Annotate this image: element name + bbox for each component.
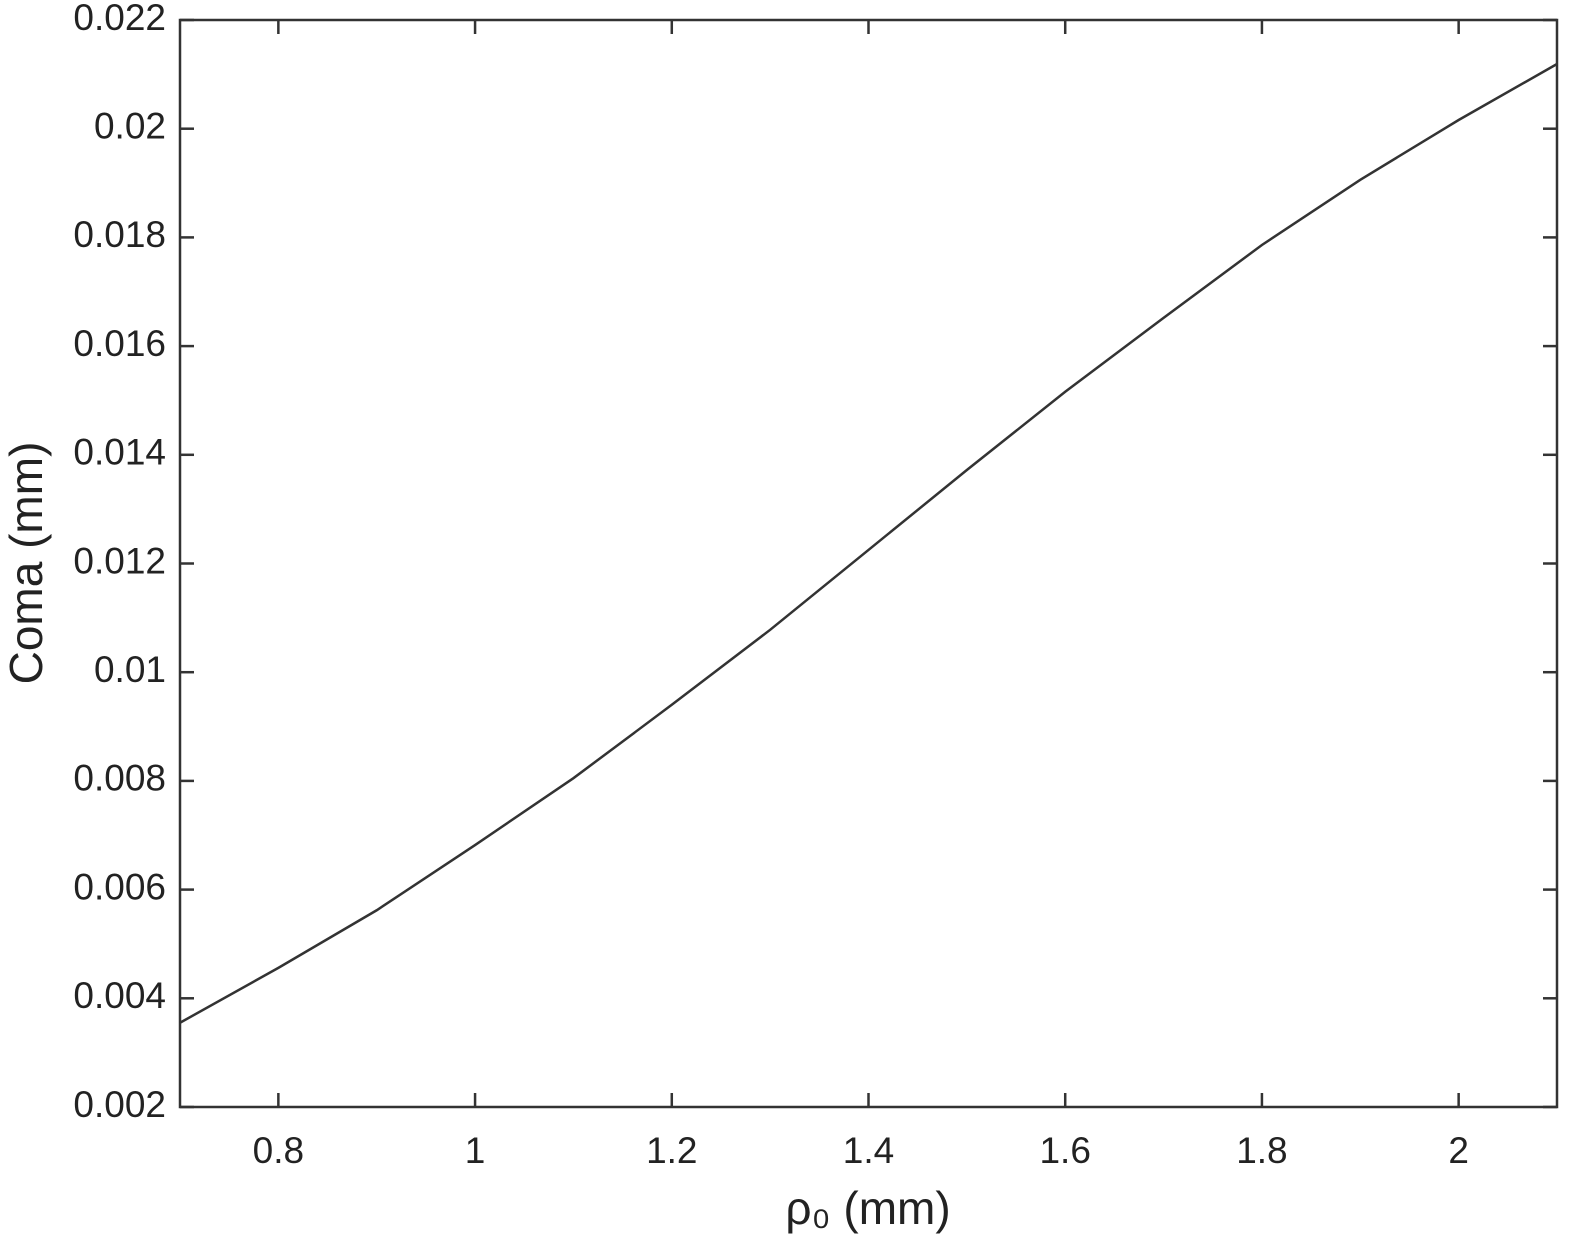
x-tick-label: 0.8 (253, 1130, 304, 1171)
x-tick-label: 1.2 (646, 1130, 697, 1171)
y-tick-label: 0.016 (73, 323, 166, 364)
x-tick-label: 1.8 (1236, 1130, 1287, 1171)
x-tick-label: 1 (465, 1130, 486, 1171)
y-tick-label: 0.008 (73, 758, 166, 799)
y-tick-label: 0.014 (73, 432, 166, 473)
x-tick-label: 2 (1448, 1130, 1469, 1171)
y-tick-label: 0.02 (94, 105, 166, 146)
y-tick-label: 0.006 (73, 866, 166, 907)
plot-frame (178, 18, 1559, 1109)
y-axis-label: Coma (mm) (0, 442, 52, 685)
y-tick-label: 0.018 (73, 214, 166, 255)
y-tick-label: 0.01 (94, 649, 166, 690)
y-tick-label: 0.012 (73, 540, 166, 581)
y-tick-label: 0.002 (73, 1084, 166, 1125)
x-axis-label: ρ₀ (mm) (785, 1182, 950, 1234)
y-tick-label: 0.022 (73, 0, 166, 38)
x-tick-label: 1.4 (843, 1130, 894, 1171)
y-tick-label: 0.004 (73, 975, 166, 1016)
data-line (179, 62, 1558, 1024)
x-tick-label: 1.6 (1039, 1130, 1090, 1171)
